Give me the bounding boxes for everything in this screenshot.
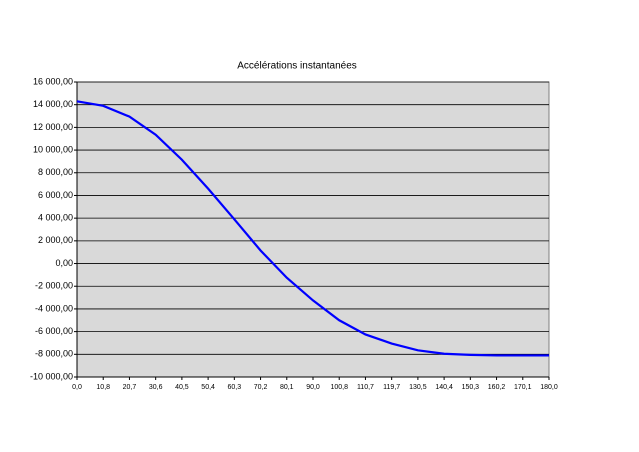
y-tick-label: -10 000,00 [30, 371, 73, 381]
y-tick-label: -4 000,00 [35, 303, 73, 313]
x-tick-label: 110,7 [357, 384, 374, 391]
plot-area [76, 81, 550, 378]
y-tick-label: 8 000,00 [38, 167, 73, 177]
x-tick-label: 130,5 [409, 384, 427, 391]
x-tick-label: 90,0 [306, 384, 320, 391]
y-tick-label: 2 000,00 [38, 235, 73, 245]
y-tick-label: 14 000,00 [33, 99, 73, 109]
x-tick-label: 10,8 [96, 384, 110, 391]
y-tick-label: 16 000,00 [33, 76, 73, 86]
x-tick-label: 119,7 [383, 384, 400, 391]
y-tick-label: 6 000,00 [38, 190, 73, 200]
x-tick-label: 180,0 [540, 384, 558, 391]
y-tick-label: -6 000,00 [35, 326, 73, 336]
x-tick-label: 170,1 [514, 384, 532, 391]
x-tick-label: 80,1 [280, 384, 294, 391]
x-tick-label: 160,2 [488, 384, 506, 391]
y-tick-label: -8 000,00 [35, 349, 73, 359]
x-tick-label: 150,3 [462, 384, 480, 391]
x-tick-label: 20,7 [123, 384, 137, 391]
y-tick-label: 12 000,00 [33, 122, 73, 132]
y-tick-label: 4 000,00 [38, 213, 73, 223]
y-tick-label: 10 000,00 [33, 144, 73, 154]
y-tick-label: 0,00 [55, 258, 73, 268]
chart-title: Accélérations instantanées [237, 61, 357, 72]
x-tick-label: 30,6 [149, 384, 163, 391]
x-tick-label: 70,2 [254, 384, 268, 391]
x-tick-label: 100,8 [330, 384, 348, 391]
x-tick-label: 50,4 [201, 384, 215, 391]
x-tick-label: 140,4 [435, 384, 453, 391]
x-tick-label: 0,0 [72, 384, 82, 391]
line [76, 100, 549, 357]
x-tick-label: 60,3 [228, 384, 242, 391]
y-tick-label: -2 000,00 [35, 281, 73, 291]
x-tick-label: 40,5 [175, 384, 189, 391]
